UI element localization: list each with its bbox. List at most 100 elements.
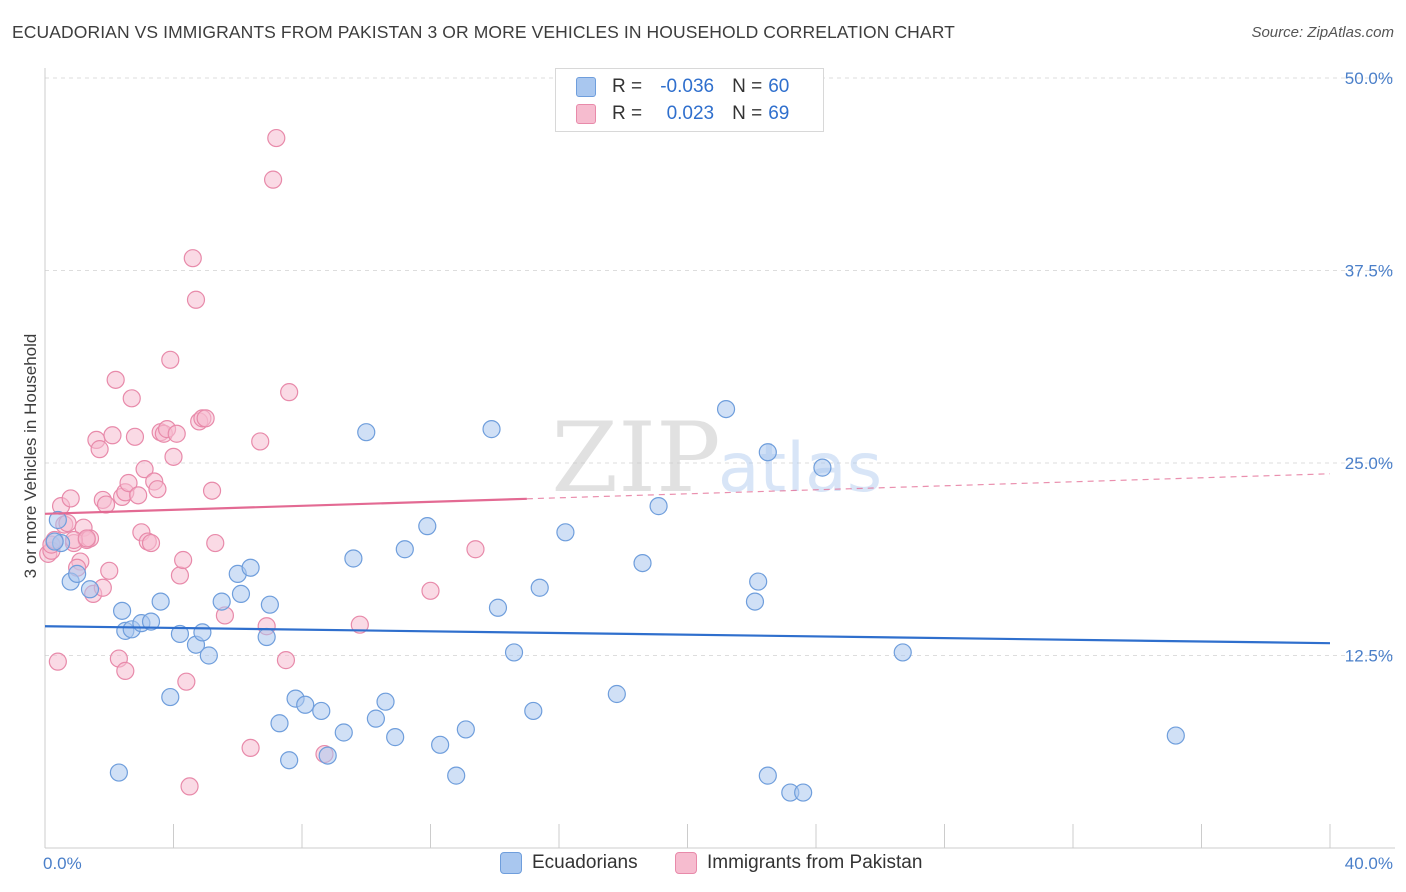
tick-labels: 12.5% 25.0% 37.5% 50.0% 0.0% 40.0% [43, 69, 1393, 873]
ecuadorian-point [231, 584, 251, 604]
pakistan-point [148, 480, 167, 499]
ecuadorian-point [80, 580, 100, 599]
ecuadorian-point [109, 763, 128, 782]
pakistan-point [280, 383, 299, 402]
series-label: Immigrants from Pakistan [707, 852, 923, 873]
pakistan-point [241, 738, 260, 758]
ecuadorian-point [386, 728, 405, 747]
y-axis-label: 3 or more Vehicles in Household [21, 334, 40, 579]
ecuadorian-point [270, 714, 289, 733]
ecuadorian-point [141, 612, 161, 631]
source-credit: Source: ZipAtlas.com [1251, 24, 1394, 41]
pakistan-trend-line [44, 497, 527, 515]
y-tick-label: 50.0% [1345, 69, 1393, 88]
pakistan-point [129, 486, 148, 505]
series-legend-ecuadorians[interactable]: Ecuadorians [500, 852, 638, 874]
pakistan-point [48, 652, 67, 671]
pakistan-point [183, 249, 202, 268]
pakistan-point [174, 550, 193, 570]
pakistan-point [119, 473, 138, 493]
ecuadorian-point [607, 684, 626, 704]
pakistan-point [466, 540, 485, 559]
ecuadorian-point [456, 720, 475, 739]
pakistan-point [106, 370, 125, 389]
pakistan-point [421, 581, 440, 600]
ecuadorian-point [758, 766, 777, 785]
ecuadorian-point [749, 572, 768, 591]
ecuadorian-point [161, 687, 180, 707]
data-points [39, 128, 1185, 802]
series-swatch-blue [500, 852, 522, 874]
ecuadorian-point [257, 627, 276, 647]
ecuadorian-point [193, 623, 212, 642]
pakistan-point [276, 651, 296, 670]
legend-r-value: 0.023 [666, 103, 715, 124]
legend-swatch-pink [576, 104, 596, 124]
ecuadorian-point [241, 558, 260, 577]
ecuadorian-point [112, 601, 132, 620]
ecuadorian-point [212, 592, 231, 611]
ecuadorian-point [649, 497, 668, 516]
ecuadorian-point [48, 510, 67, 530]
pakistan-point [167, 424, 186, 443]
chart-title: ECUADORIAN VS IMMIGRANTS FROM PAKISTAN 3… [12, 22, 955, 42]
pakistan-point [196, 409, 215, 428]
ecuadorian-point [170, 624, 190, 644]
axes [44, 68, 1395, 849]
ecuadorian-point [482, 420, 501, 439]
watermark: ZIP atlas [551, 402, 882, 514]
pakistan-point [206, 533, 225, 553]
legend-n-value: 69 [768, 103, 790, 124]
series-swatch-pink [675, 852, 697, 874]
legend-row-ecuadorians: R = -0.036 N = 60 [576, 75, 789, 99]
pakistan-point [177, 672, 196, 691]
x-tick-label: 40.0% [1345, 854, 1393, 873]
pakistan-point [103, 426, 122, 445]
ecuadorian-point [357, 423, 376, 442]
ecuadorian-point [431, 735, 450, 754]
pakistan-point [186, 290, 206, 309]
pakistan-point [180, 777, 199, 796]
ecuadorian-point [395, 540, 414, 559]
ecuadorian-point [504, 643, 524, 662]
legend-n-value: 60 [768, 76, 790, 97]
legend-row-pakistan: R = 0.023 N = 69 [576, 102, 789, 126]
pakistan-point [77, 529, 96, 548]
pakistan-point [122, 389, 141, 408]
pakistan-point [202, 481, 222, 500]
pakistan-point [125, 427, 145, 446]
ecuadorian-point [260, 595, 279, 614]
ecuadorian-point [556, 523, 575, 542]
ecuadorian-point [376, 692, 395, 711]
ecuadorian-point [633, 553, 652, 573]
series-legend-pakistan[interactable]: Immigrants from Pakistan [675, 852, 922, 874]
legend-n-label: N = [732, 76, 763, 97]
legend-r-value: -0.036 [660, 76, 715, 97]
pakistan-point [263, 170, 283, 189]
pakistan-point [100, 561, 119, 580]
correlation-legend: R = -0.036 N = 60 R = 0.023 N = 69 [555, 68, 824, 132]
pakistan-point [141, 533, 161, 553]
ecuadorian-point [794, 783, 813, 802]
legend-r-label: R = [612, 76, 643, 97]
ecuadorian-point [151, 592, 170, 611]
ecuadorian-point [524, 701, 543, 721]
ecuadorian-point [312, 701, 331, 721]
ecuadorian-point [745, 592, 765, 611]
watermark-atlas: atlas [718, 429, 882, 508]
ecuadorian-point [45, 532, 64, 551]
ecuadorian-point [366, 709, 385, 728]
pakistan-point [267, 128, 286, 148]
watermark-zip: ZIP [551, 402, 720, 514]
ecuadorian-point [344, 549, 363, 568]
ecuadorian-point [813, 458, 832, 477]
pakistan-point [164, 447, 183, 466]
pakistan-trend-line-extension [526, 473, 1331, 500]
ecuadorian-point [280, 751, 299, 770]
pakistan-point [350, 615, 369, 634]
ecuadorian-point [716, 400, 736, 419]
pakistan-point [61, 489, 80, 508]
pakistan-point [161, 350, 180, 369]
x-tick-label: 0.0% [43, 854, 82, 873]
